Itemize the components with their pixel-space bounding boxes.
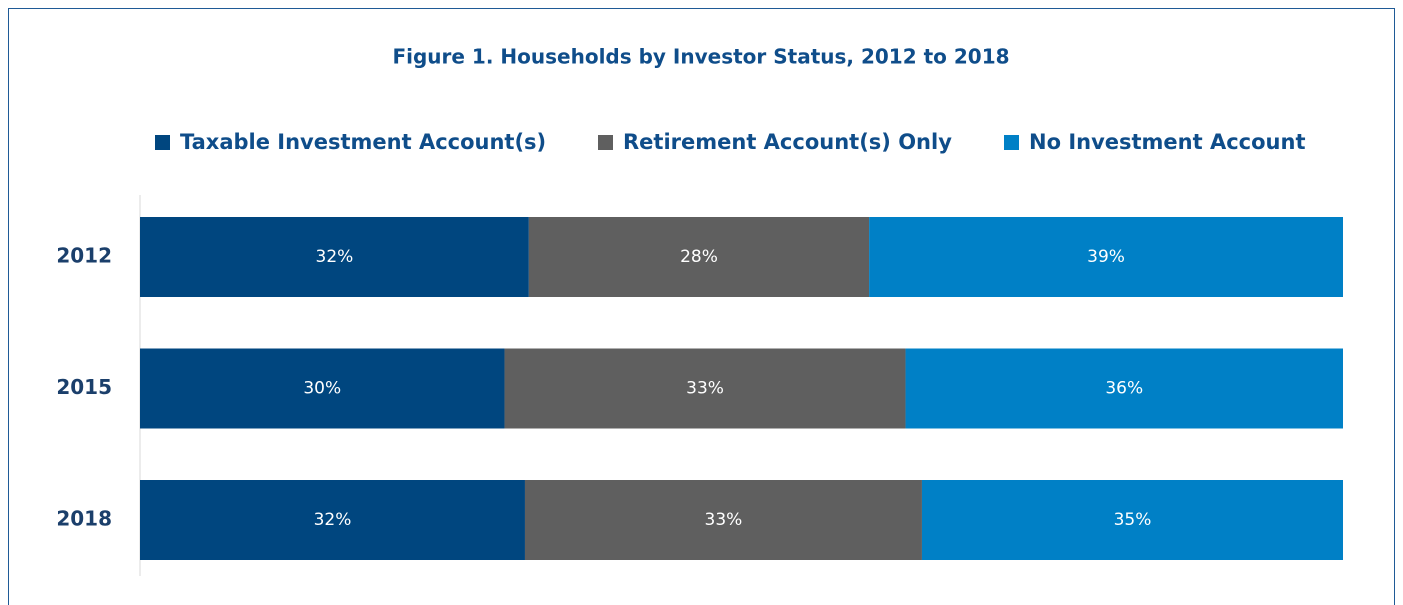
frame (8, 8, 1395, 605)
bar-segment (140, 348, 505, 429)
legend-swatch (155, 135, 170, 150)
data-label: 33% (686, 379, 724, 399)
bar-segment (504, 348, 906, 429)
data-label: 33% (705, 510, 743, 530)
data-label: 35% (1114, 510, 1152, 530)
y-tick-label: 2012 (56, 244, 112, 268)
bar-segment (140, 480, 525, 560)
bar-segment (921, 480, 1343, 560)
bar-segment (140, 217, 529, 297)
chart-title: Figure 1. Households by Investor Status,… (392, 45, 1009, 69)
bar-segment (524, 480, 922, 560)
data-label: 30% (303, 379, 341, 399)
bar-segment (905, 348, 1343, 429)
legend-label: Retirement Account(s) Only (623, 130, 952, 154)
legend-swatch (1004, 135, 1019, 150)
data-label: 36% (1105, 379, 1143, 399)
y-tick-label: 2018 (56, 507, 112, 531)
y-tick-label: 2015 (56, 375, 112, 399)
legend-label: Taxable Investment Account(s) (180, 130, 546, 154)
bar-segment (869, 217, 1343, 297)
legend-swatch (598, 135, 613, 150)
data-label: 39% (1087, 247, 1125, 267)
data-label: 28% (680, 247, 718, 267)
legend-label: No Investment Account (1029, 130, 1306, 154)
bar-segment (528, 217, 870, 297)
data-label: 32% (316, 247, 354, 267)
data-label: 32% (314, 510, 352, 530)
